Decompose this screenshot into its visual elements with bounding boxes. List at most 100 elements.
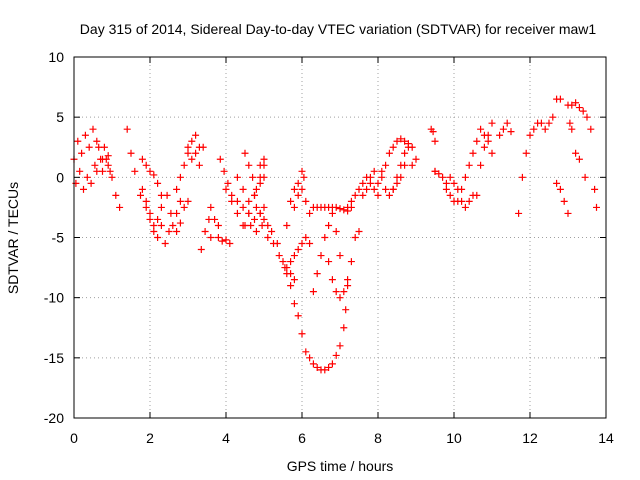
- data-point: [154, 215, 162, 223]
- data-point: [347, 258, 355, 266]
- data-point: [157, 203, 165, 211]
- data-point: [446, 191, 454, 199]
- data-point: [469, 149, 477, 157]
- data-point: [290, 300, 298, 308]
- series-arc-ak: [572, 149, 589, 181]
- series-arc-aj: [566, 119, 576, 133]
- data-point: [325, 258, 333, 266]
- data-point: [290, 185, 298, 193]
- x-tick-label: 6: [298, 430, 306, 446]
- data-point: [499, 125, 507, 133]
- data-point: [401, 137, 409, 145]
- data-point: [214, 234, 222, 241]
- data-point: [154, 234, 162, 241]
- data-point: [537, 119, 545, 127]
- data-point: [283, 264, 291, 272]
- data-point: [461, 203, 469, 211]
- data-point: [290, 252, 298, 260]
- data-point: [572, 99, 580, 107]
- data-point: [176, 173, 184, 181]
- data-point: [184, 149, 192, 157]
- series-arc-ab: [431, 167, 462, 193]
- data-point: [184, 197, 192, 205]
- data-point: [298, 240, 306, 248]
- data-point: [556, 185, 564, 193]
- data-point: [325, 221, 333, 229]
- data-point: [245, 209, 253, 217]
- data-point: [264, 221, 272, 229]
- data-point: [366, 173, 374, 181]
- data-point: [336, 342, 344, 350]
- data-point: [104, 161, 112, 169]
- data-point: [336, 205, 344, 213]
- data-point: [93, 137, 101, 145]
- x-tick-label: 4: [222, 430, 230, 446]
- x-tick-label: 10: [446, 430, 462, 446]
- data-point: [336, 252, 344, 260]
- data-point: [560, 197, 568, 205]
- data-point: [568, 101, 576, 109]
- data-point: [91, 161, 99, 169]
- data-point: [180, 203, 188, 211]
- data-point: [431, 137, 439, 145]
- data-point: [351, 191, 359, 199]
- data-point: [78, 149, 86, 157]
- data-point: [503, 119, 511, 127]
- data-point: [173, 227, 181, 235]
- data-point: [192, 131, 200, 139]
- data-point: [370, 167, 378, 175]
- series-arc-h: [184, 143, 207, 169]
- data-point: [184, 143, 192, 151]
- data-point: [228, 197, 236, 205]
- series-arc-w: [344, 173, 382, 211]
- data-point: [99, 155, 106, 163]
- data-point: [355, 227, 363, 235]
- y-axis-title: SDTVAR / TECUs: [5, 182, 21, 294]
- series-arc-o: [241, 149, 268, 193]
- data-point: [298, 185, 306, 193]
- data-point: [173, 185, 181, 193]
- data-point: [566, 119, 574, 127]
- series-arc-ag: [515, 95, 564, 217]
- data-point: [298, 330, 306, 338]
- data-point: [157, 221, 165, 229]
- series-arc-d: [123, 125, 192, 248]
- data-point: [306, 209, 314, 217]
- data-point: [211, 215, 219, 223]
- data-point: [161, 240, 169, 248]
- series-arc-v: [325, 227, 363, 302]
- data-point: [340, 324, 348, 332]
- data-point: [465, 197, 473, 205]
- data-point: [252, 227, 260, 235]
- data-point: [378, 173, 386, 181]
- y-tick-label: -10: [44, 290, 64, 306]
- y-tick-label: 0: [56, 169, 64, 185]
- data-point: [442, 179, 450, 187]
- series-arc-ah: [553, 179, 572, 217]
- data-point: [393, 137, 401, 145]
- data-point: [347, 197, 355, 205]
- data-point: [108, 173, 116, 181]
- data-point: [251, 191, 258, 199]
- data-point: [233, 173, 241, 181]
- data-point: [484, 131, 492, 139]
- data-point: [473, 137, 481, 145]
- data-point: [260, 203, 268, 211]
- data-point: [95, 143, 103, 151]
- data-point: [214, 221, 222, 229]
- data-point: [378, 167, 386, 175]
- series-arc-ad: [458, 125, 496, 193]
- data-point: [81, 131, 89, 139]
- data-point: [408, 161, 416, 169]
- data-point: [241, 149, 249, 157]
- series-arc-al: [591, 185, 600, 211]
- data-point: [302, 197, 310, 205]
- data-point: [106, 167, 114, 175]
- data-point: [393, 173, 401, 181]
- data-point: [290, 276, 298, 284]
- data-point: [480, 143, 488, 151]
- data-point: [176, 219, 184, 227]
- data-point: [207, 203, 215, 211]
- data-point: [294, 191, 302, 199]
- data-point: [591, 185, 599, 193]
